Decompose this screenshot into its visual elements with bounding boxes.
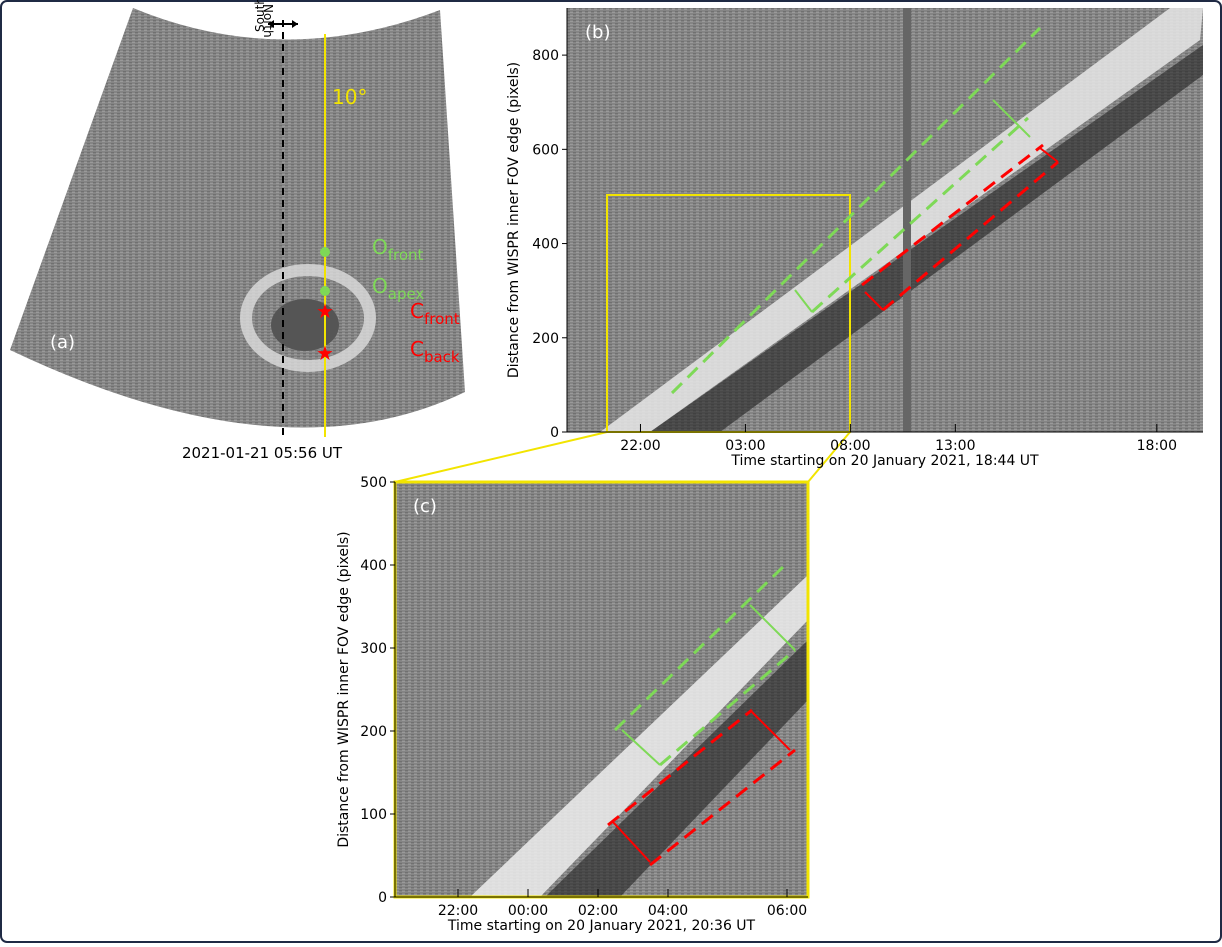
dark-band: [650, 45, 1203, 432]
dashed-guide: [861, 143, 1044, 287]
x-tick-label: 04:00: [648, 903, 688, 919]
width-arrow: [794, 289, 813, 313]
x-tick-label: 06:00: [767, 903, 807, 919]
x-tick-label: 08:00: [830, 438, 870, 454]
north-label: North: [261, 4, 275, 38]
bright-band: [470, 575, 808, 897]
marker-label: Cfront: [410, 299, 460, 328]
panel-label: (a): [50, 332, 75, 353]
marker-sub: front: [424, 310, 460, 328]
x-tick-label: 22:00: [438, 903, 478, 919]
width-arrow: [612, 821, 651, 863]
marker-name: O: [372, 235, 388, 259]
x-tick-label: 13:00: [935, 438, 975, 454]
y-tick-label: 0: [378, 890, 387, 906]
marker-o-front: [320, 247, 330, 257]
dashed-guide: [882, 160, 1059, 312]
y-tick-label: 400: [360, 558, 387, 574]
panel-a: ★ ★ South North 10° (a) 2021-01-21 05:56…: [10, 0, 465, 462]
marker-name: C: [410, 299, 424, 323]
width-arrow: [864, 291, 884, 311]
arrow-heads: [268, 20, 298, 28]
x-tick-label: 02:00: [578, 903, 618, 919]
x-axis-label: Time starting on 20 January 2021, 18:44 …: [730, 453, 1039, 469]
y-tick-label: 600: [532, 142, 559, 158]
y-tick-label: 0: [550, 425, 559, 441]
marker-name: C: [410, 337, 424, 361]
star: ★: [316, 341, 334, 365]
dashed-guide: [649, 748, 796, 867]
x-tick-label: 00:00: [508, 903, 548, 919]
fan-image: [10, 8, 465, 428]
y-tick-label: 200: [360, 724, 387, 740]
y-tick-label: 400: [532, 237, 559, 253]
width-arrow: [749, 604, 796, 651]
y-axis-label: Distance from WISPR inner FOV edge (pixe…: [506, 62, 522, 378]
y-tick-label: 300: [360, 641, 387, 657]
streak: [903, 8, 911, 432]
panel-c-image: [393, 480, 810, 899]
marker-label: Cback: [410, 337, 460, 366]
y-tick-label: 200: [532, 331, 559, 347]
y-tick-label: 500: [360, 475, 387, 491]
jmap: [395, 482, 808, 897]
marker-label: Ofront: [372, 235, 424, 264]
y-tick-label: 100: [360, 807, 387, 823]
marker-o-apex: [320, 286, 330, 296]
width-arrow: [992, 99, 1031, 138]
panel-label: (c): [413, 496, 437, 517]
dashed-guide: [810, 116, 1030, 314]
bright-band: [600, 8, 1203, 432]
dashed-guide: [607, 708, 753, 827]
zoom-connector: [807, 431, 851, 483]
x-tick-label: 22:00: [620, 438, 660, 454]
panel-label: (b): [585, 22, 610, 43]
width-arrow: [751, 711, 791, 751]
dashed-guide: [670, 26, 1042, 395]
star: ★: [316, 299, 334, 323]
panel-b-image: [394, 8, 1203, 483]
marker-sub: apex: [388, 285, 425, 303]
marker-name: O: [372, 274, 388, 298]
dashed-guide: [659, 648, 796, 767]
marker-sub: back: [424, 348, 460, 366]
x-tick-label: 18:00: [1137, 438, 1177, 454]
south-label: South: [253, 0, 267, 32]
dashed-guide: [613, 563, 787, 732]
y-tick-label: 800: [532, 48, 559, 64]
timestamp: 2021-01-21 05:56 UT: [182, 444, 343, 462]
zoom-connector: [394, 431, 608, 483]
width-arrow: [621, 729, 661, 766]
marker-sub: front: [388, 246, 424, 264]
width-arrow: [1039, 147, 1059, 163]
cavity: [271, 299, 339, 351]
ring: [240, 264, 376, 372]
angle-label: 10°: [332, 85, 367, 109]
marker-label: Oapex: [372, 274, 424, 303]
y-axis-label: Distance from WISPR inner FOV edge (pixe…: [336, 531, 352, 847]
x-axis-label: Time starting on 20 January 2021, 20:36 …: [447, 918, 756, 934]
x-tick-label: 03:00: [725, 438, 765, 454]
